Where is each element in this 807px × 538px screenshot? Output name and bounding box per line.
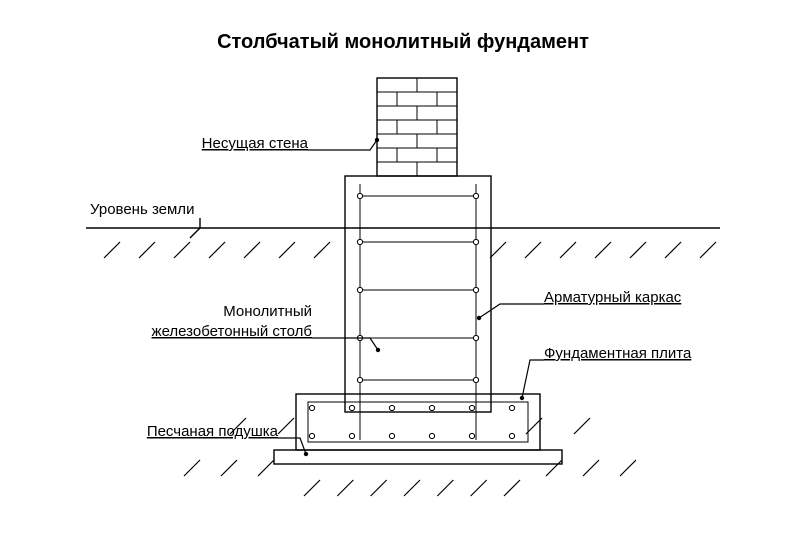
sand-pad: [274, 450, 562, 464]
label-sand: Песчаная подушка: [147, 423, 279, 440]
soil-hatching: [104, 242, 716, 496]
concrete-column: [345, 176, 491, 440]
leader-rebar: [477, 304, 544, 320]
leader-sand: [278, 438, 308, 456]
leader-wall: [308, 138, 379, 150]
leader-column: [312, 338, 380, 352]
footing-plate: [296, 394, 540, 450]
ground-line: [86, 218, 720, 238]
label-rebar: Арматурный каркас: [544, 289, 682, 306]
label-column-l1: Монолитный: [223, 303, 312, 320]
diagram-title: Столбчатый монолитный фундамент: [217, 31, 589, 53]
label-wall: Несущая стена: [202, 135, 309, 152]
label-column-l2: железобетонный столб: [152, 323, 312, 340]
label-ground: Уровень земли: [90, 201, 194, 218]
brick-wall: [377, 78, 457, 176]
label-plate: Фундаментная плита: [544, 345, 692, 362]
